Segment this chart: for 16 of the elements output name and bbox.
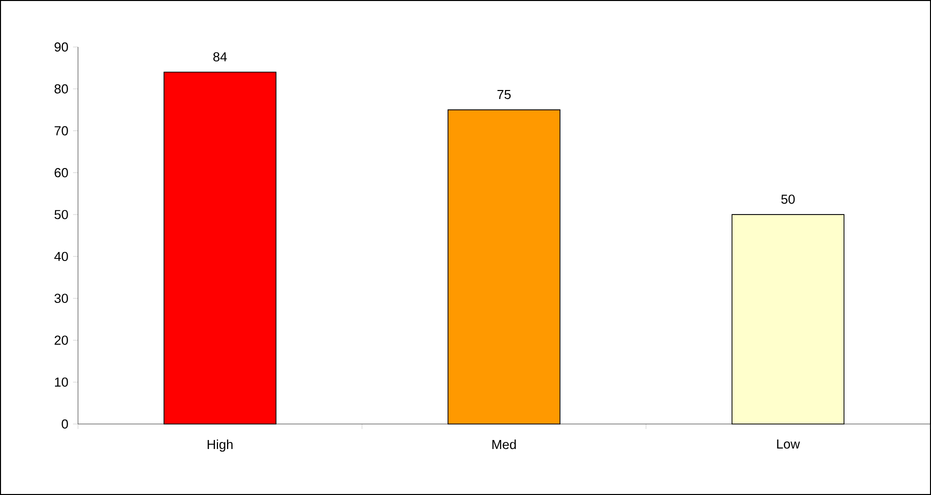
y-tick-label: 50: [54, 210, 68, 220]
x-tick-label: High: [208, 440, 233, 452]
y-tick-label: 70: [54, 126, 68, 136]
x-tick-label: Low: [777, 440, 800, 449]
y-tick-label: 40: [54, 252, 68, 262]
y-tick-label: 30: [54, 294, 68, 303]
y-tick-label: 20: [54, 336, 68, 345]
data-label: 84: [213, 52, 227, 62]
y-tick-label: 60: [54, 168, 68, 178]
y-tick-label: 0: [62, 419, 68, 429]
y-tick-label: 10: [54, 378, 68, 387]
data-label: 75: [497, 90, 511, 100]
x-tick-label: Med: [492, 440, 516, 450]
y-tick-label: 80: [54, 84, 68, 94]
y-tick-label: 90: [54, 42, 68, 52]
data-label: 50: [781, 194, 795, 204]
